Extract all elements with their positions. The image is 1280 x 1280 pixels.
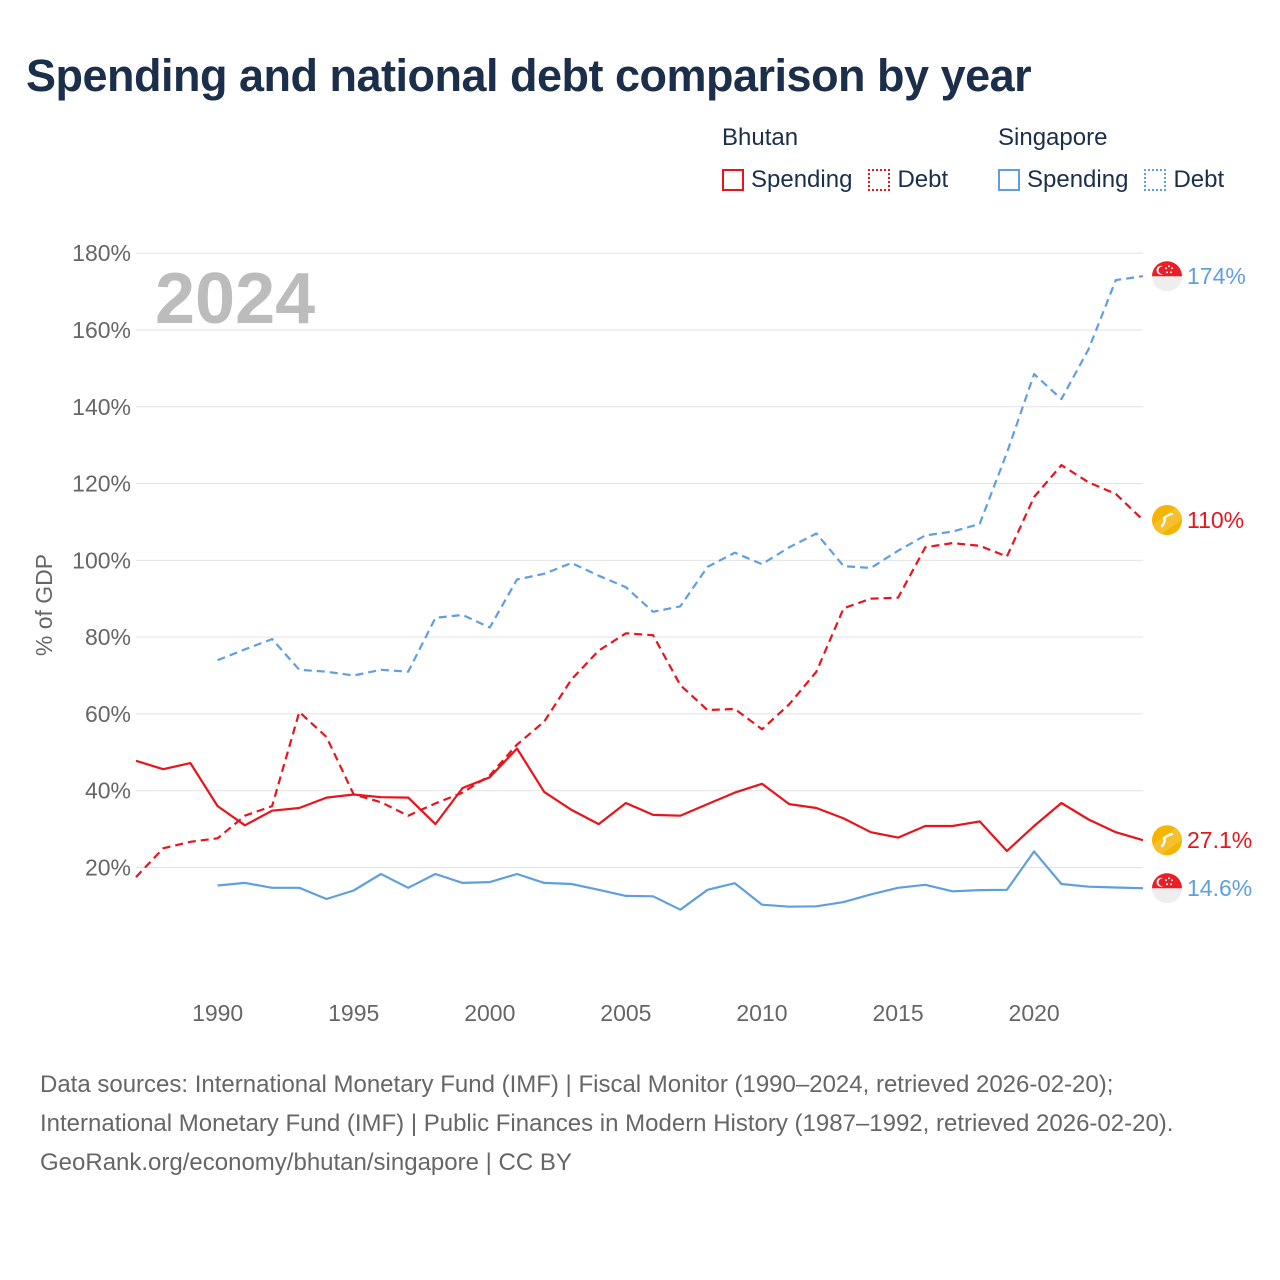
series-line-singapore-debt	[217, 275, 1144, 677]
flag-star	[1165, 267, 1167, 270]
flag-star	[1166, 271, 1168, 274]
flag-dragon	[1160, 833, 1174, 848]
legend-group-bhutan: Bhutan Spending Debt	[722, 124, 948, 194]
y-tick-label: 160%	[72, 317, 131, 343]
flag-star	[1171, 879, 1173, 882]
legend-item-bhutan-spending[interactable]: Spending	[722, 166, 852, 194]
series-lines	[135, 275, 1144, 911]
flag-star	[1166, 883, 1168, 886]
year-watermark: 2024	[155, 259, 315, 339]
y-tick-label: 80%	[85, 624, 131, 650]
legend-group-label: Singapore	[998, 124, 1108, 151]
y-tick-label: 40%	[85, 778, 131, 804]
legend-item-label: Spending	[1027, 166, 1129, 193]
data-sources: Data sources: International Monetary Fun…	[40, 1071, 1174, 1137]
bhutan-flag-icon	[1152, 505, 1182, 536]
x-tick-label: 2010	[736, 1000, 787, 1026]
x-axis-ticks: 1990 1995 2000 2005 2010 2015 2020	[192, 1000, 1060, 1026]
legend-swatch-dotted	[1144, 169, 1167, 191]
series-line-bhutan-spending	[135, 747, 1144, 853]
legend-item-label: Debt	[1173, 166, 1225, 193]
x-tick-label: 2020	[1009, 1000, 1060, 1026]
singapore-flag-icon	[1152, 873, 1182, 904]
flag-diagonal	[1152, 828, 1182, 855]
flag-crescent-cut	[1158, 266, 1167, 275]
x-tick-label: 1995	[328, 1000, 379, 1026]
legend-group-label: Bhutan	[722, 124, 799, 151]
legend-item-singapore-spending[interactable]: Spending	[998, 166, 1128, 194]
flag-dragon	[1160, 512, 1174, 528]
flag-star	[1168, 877, 1170, 880]
series-line-bhutan-debt	[135, 464, 1144, 878]
y-axis-ticks: 20% 40% 60% 80% 100% 120% 140% 160% 180%	[72, 240, 131, 880]
y-tick-label: 140%	[72, 394, 131, 420]
flag-star	[1168, 265, 1170, 268]
legend-swatch-dotted	[868, 169, 891, 191]
y-tick-label: 100%	[72, 547, 131, 573]
flag-diagonal	[1152, 508, 1182, 535]
end-labels: 174% 110% 27.1% 14.6%	[1152, 261, 1252, 904]
y-tick-label: 60%	[85, 701, 131, 727]
gridlines	[136, 252, 1143, 868]
end-label: 174%	[1187, 263, 1246, 289]
flag-star	[1170, 883, 1172, 886]
chart-title: Spending and national debt comparison by…	[26, 50, 1032, 101]
x-tick-label: 2005	[600, 1000, 651, 1026]
end-label: 27.1%	[1187, 827, 1252, 853]
x-tick-label: 2015	[872, 1000, 923, 1026]
series-line-singapore-spending	[217, 850, 1144, 911]
legend-swatch-solid	[722, 169, 744, 191]
line-chart: 2024 20% 40% 60% 80% 100% 120% 140% 160% 180% 19…	[31, 240, 1252, 1026]
singapore-flag-icon	[1152, 261, 1182, 292]
end-label: 110%	[1187, 507, 1244, 533]
legend-swatch-solid	[998, 169, 1020, 191]
flag-red-field	[1152, 261, 1182, 277]
flag-star	[1171, 267, 1173, 270]
y-tick-label: 120%	[72, 471, 131, 497]
legend-item-bhutan-debt[interactable]: Debt	[868, 166, 948, 194]
legend-group-singapore: Singapore Spending Debt	[998, 124, 1224, 194]
credit-link[interactable]: GeoRank.org/economy/bhutan/singapore | C…	[40, 1149, 572, 1176]
y-tick-label: 180%	[72, 240, 131, 266]
legend-item-singapore-debt[interactable]: Debt	[1144, 166, 1224, 194]
y-tick-label: 20%	[85, 854, 131, 880]
bhutan-flag-icon	[1152, 825, 1182, 856]
flag-star	[1170, 271, 1172, 274]
x-tick-label: 2000	[464, 1000, 515, 1026]
legend-item-label: Debt	[897, 166, 949, 193]
end-label: 14.6%	[1187, 875, 1252, 901]
flag-red-field	[1152, 873, 1182, 889]
footer: Data sources: International Monetary Fun…	[40, 1065, 1240, 1182]
flag-star	[1165, 879, 1167, 882]
x-tick-label: 1990	[192, 1000, 243, 1026]
y-axis-title: % of GDP	[31, 554, 57, 656]
legend-item-label: Spending	[751, 166, 853, 193]
flag-crescent-cut	[1158, 878, 1167, 887]
